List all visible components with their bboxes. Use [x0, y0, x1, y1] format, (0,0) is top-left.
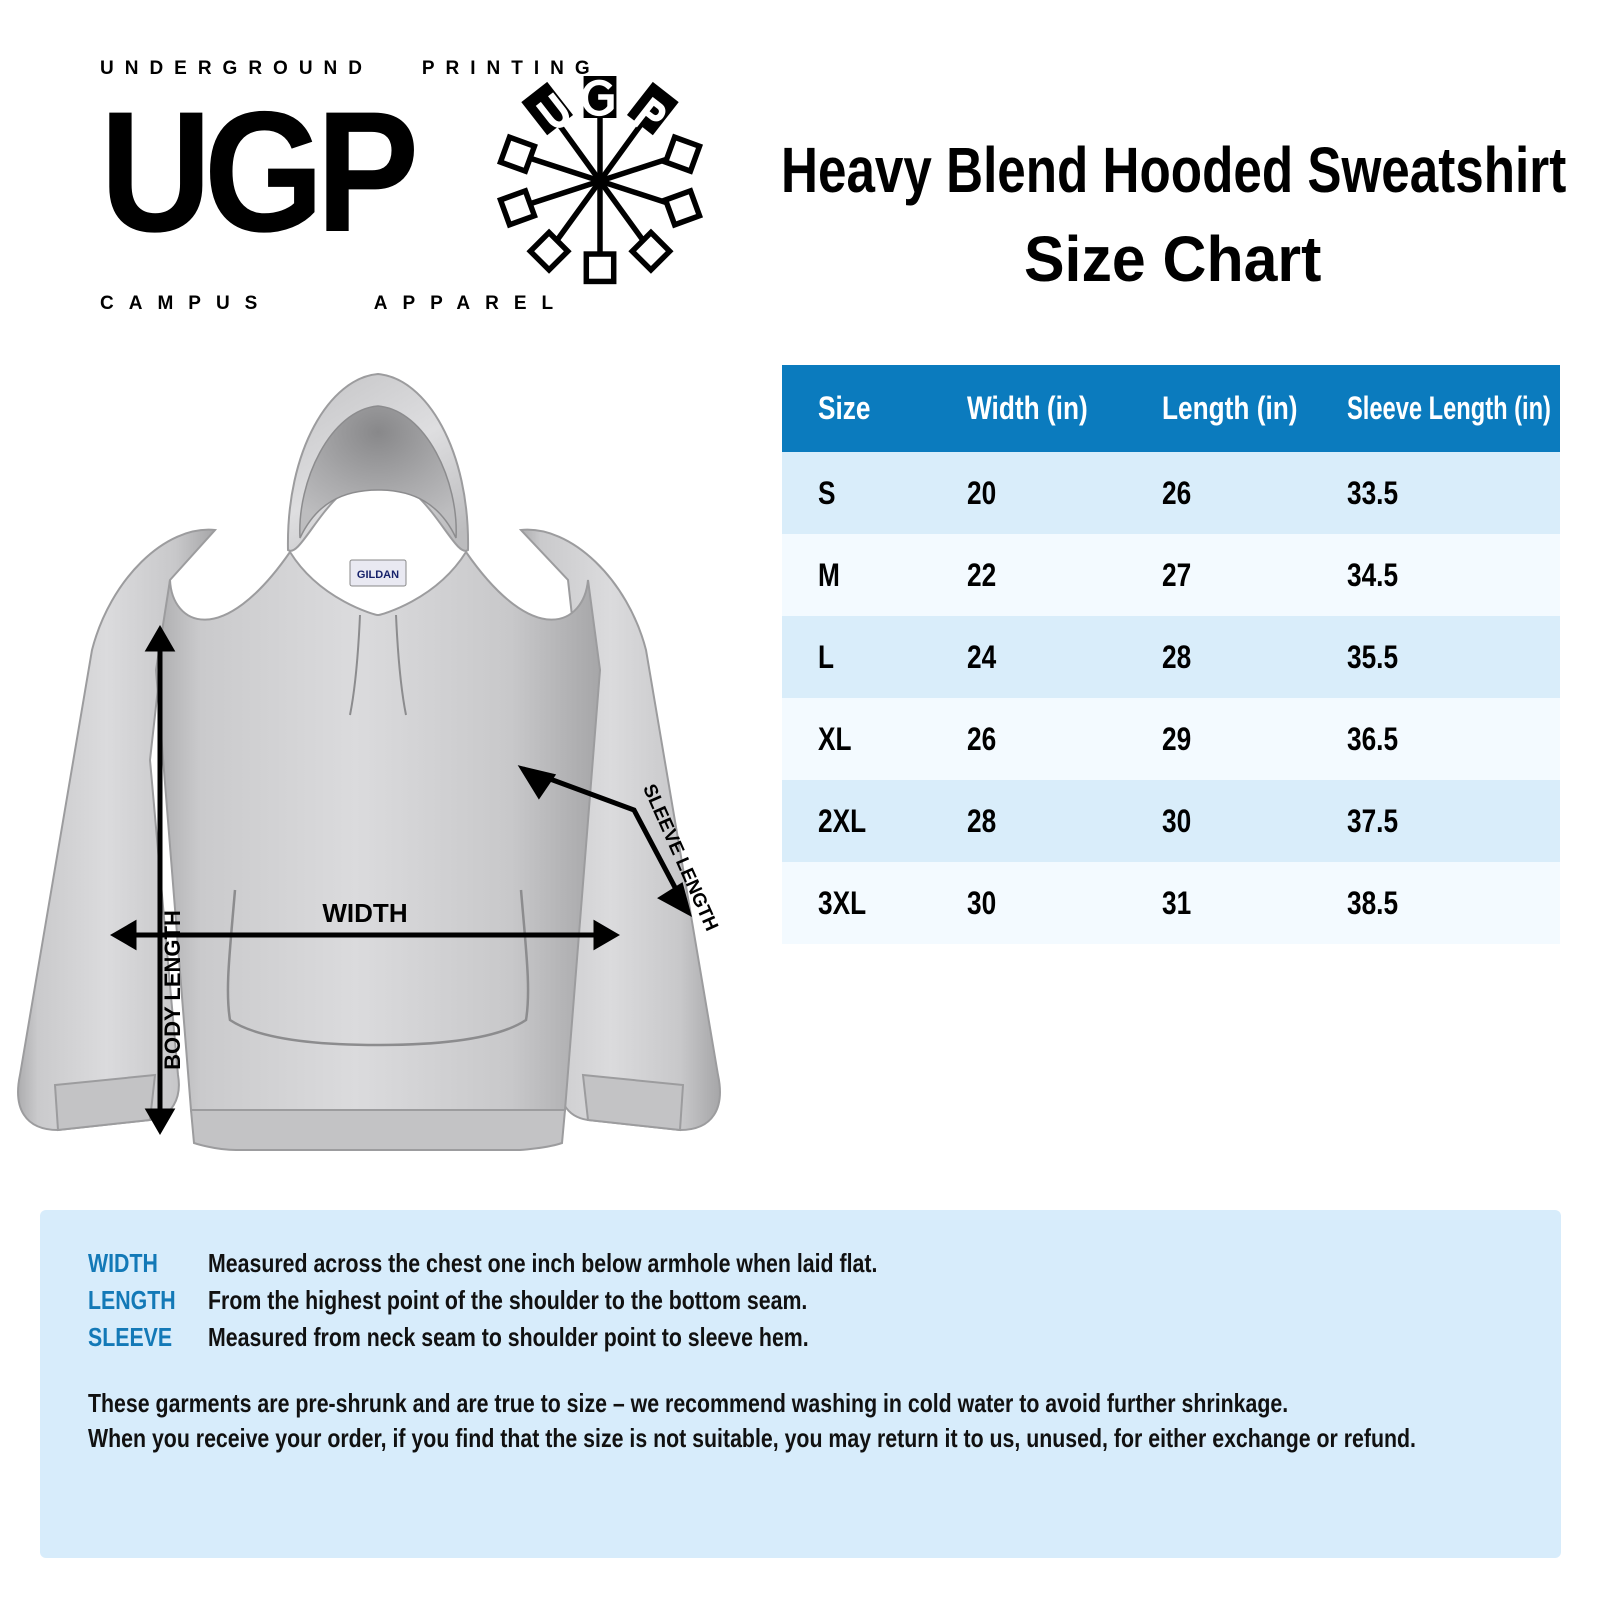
svg-text:WIDTH: WIDTH — [322, 898, 407, 928]
svg-text:BODY LENGTH: BODY LENGTH — [160, 910, 185, 1070]
svg-text:GILDAN: GILDAN — [357, 569, 399, 581]
